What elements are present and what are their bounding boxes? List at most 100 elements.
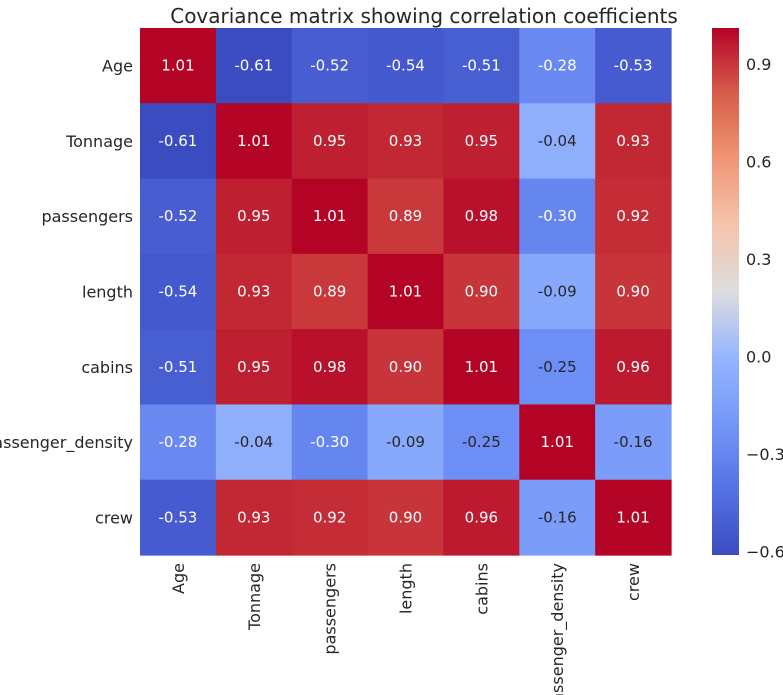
heatmap-cell-1-5 bbox=[519, 103, 596, 180]
heatmap-cell-1-4 bbox=[443, 103, 520, 180]
heatmap-cell-5-5 bbox=[519, 404, 596, 481]
heatmap-cell-4-3 bbox=[367, 329, 445, 406]
x-tick-labels: Age Tonnage passengers length cabins passenge… bbox=[169, 563, 643, 695]
heatmap-cell-0-4 bbox=[443, 28, 520, 104]
heatmap-cell-1-1 bbox=[215, 103, 293, 180]
heatmap-cell-0-5 bbox=[519, 28, 596, 104]
heatmap-cell-4-5 bbox=[519, 329, 596, 406]
cell-value-label-2-4: 0.98 bbox=[465, 207, 498, 225]
heatmap-cell-1-3 bbox=[367, 103, 445, 180]
cell-value-label-1-4: 0.95 bbox=[465, 132, 498, 150]
cell-value-label-3-6: 0.90 bbox=[616, 283, 649, 301]
cell-value-label-1-1: 1.01 bbox=[237, 132, 270, 150]
cell-value-label-3-3: 1.01 bbox=[389, 283, 422, 301]
cell-value-label-0-2: -0.52 bbox=[310, 57, 349, 75]
cell-value-label-1-2: 0.95 bbox=[313, 132, 346, 150]
heatmap-cell-6-3 bbox=[367, 479, 445, 556]
heatmap-cell-1-0 bbox=[140, 103, 217, 180]
heatmap-cell-6-6 bbox=[595, 479, 672, 556]
cell-value-label-1-5: -0.04 bbox=[538, 132, 577, 150]
cell-value-label-6-4: 0.96 bbox=[465, 508, 498, 526]
heatmap-cell-2-5 bbox=[519, 178, 596, 255]
heatmap-cell-0-3 bbox=[367, 28, 445, 104]
y-tick-label-4: cabins bbox=[81, 358, 133, 377]
cell-value-label-3-4: 0.90 bbox=[465, 283, 498, 301]
colorbar: −0.6 −0.3 0.0 0.3 0.6 0.9 bbox=[712, 28, 783, 562]
heatmap-cell-2-4 bbox=[443, 178, 520, 255]
cell-value-label-4-4: 1.01 bbox=[465, 358, 498, 376]
cell-value-label-1-3: 0.93 bbox=[389, 132, 422, 150]
heatmap-cell-5-3 bbox=[367, 404, 445, 481]
heatmap-cell-4-4 bbox=[443, 329, 520, 406]
colorbar-tick-label-5: 0.9 bbox=[746, 55, 771, 74]
heatmap-cell-5-2 bbox=[291, 404, 369, 481]
heatmap-cell-3-0 bbox=[140, 253, 217, 330]
heatmap-cell-2-3 bbox=[367, 178, 445, 255]
heatmap-cell-4-0 bbox=[140, 329, 217, 406]
x-tick-label-3: length bbox=[397, 563, 416, 614]
colorbar-gradient bbox=[712, 28, 739, 555]
cell-value-label-3-0: -0.54 bbox=[159, 283, 198, 301]
y-tick-label-5: passenger_density bbox=[0, 433, 133, 453]
heatmap-annotations: 1.01 -0.61 -0.52 -0.54 -0.51 -0.28 -0.53 -0.61 1… bbox=[159, 57, 653, 527]
heatmap-cell-4-2 bbox=[291, 329, 369, 406]
x-tick-label-0: Age bbox=[169, 563, 188, 594]
y-tick-label-1: Tonnage bbox=[65, 132, 133, 151]
cell-value-label-6-3: 0.90 bbox=[389, 508, 422, 526]
heatmap-cell-0-6 bbox=[595, 28, 672, 104]
cell-value-label-2-0: -0.52 bbox=[159, 207, 198, 225]
cell-value-label-2-1: 0.95 bbox=[237, 207, 270, 225]
cell-value-label-1-0: -0.61 bbox=[159, 132, 198, 150]
cell-value-label-4-3: 0.90 bbox=[389, 358, 422, 376]
cell-value-label-0-5: -0.28 bbox=[538, 57, 577, 75]
heatmap-cell-6-5 bbox=[519, 479, 596, 556]
heatmap-cell-4-6 bbox=[595, 329, 672, 406]
x-tick-label-1: Tonnage bbox=[245, 563, 264, 631]
cell-value-label-0-1: -0.61 bbox=[234, 57, 273, 75]
heatmap-cell-3-2 bbox=[291, 253, 369, 330]
cell-value-label-5-4: -0.25 bbox=[462, 433, 501, 451]
cell-value-label-4-5: -0.25 bbox=[538, 358, 577, 376]
cell-value-label-6-6: 1.01 bbox=[616, 508, 649, 526]
cell-value-label-6-2: 0.92 bbox=[313, 508, 346, 526]
cell-value-label-5-5: 1.01 bbox=[541, 433, 574, 451]
y-tick-label-0: Age bbox=[102, 57, 133, 76]
heatmap-cell-3-4 bbox=[443, 253, 520, 330]
y-tick-label-6: crew bbox=[95, 508, 133, 527]
cell-value-label-4-1: 0.95 bbox=[237, 358, 270, 376]
y-tick-label-3: length bbox=[82, 283, 133, 302]
cell-value-label-0-4: -0.51 bbox=[462, 57, 501, 75]
cell-value-label-0-6: -0.53 bbox=[614, 57, 653, 75]
heatmap-cell-5-4 bbox=[443, 404, 520, 481]
y-tick-labels: Age Tonnage passengers length cabins passenge… bbox=[0, 57, 133, 528]
cell-value-label-0-3: -0.54 bbox=[386, 57, 425, 75]
x-tick-label-4: cabins bbox=[472, 563, 491, 615]
cell-value-label-2-2: 1.01 bbox=[313, 207, 346, 225]
cell-value-label-5-1: -0.04 bbox=[234, 433, 273, 451]
heatmap-cell-5-0 bbox=[140, 404, 217, 481]
cell-value-label-6-1: 0.93 bbox=[237, 508, 270, 526]
x-tick-label-6: crew bbox=[624, 563, 643, 601]
cell-value-label-5-3: -0.09 bbox=[386, 433, 425, 451]
colorbar-tick-label-2: 0.0 bbox=[746, 348, 771, 367]
cell-value-label-3-5: -0.09 bbox=[538, 283, 577, 301]
cell-value-label-4-2: 0.98 bbox=[313, 358, 346, 376]
cell-value-label-5-0: -0.28 bbox=[159, 433, 198, 451]
cell-value-label-2-3: 0.89 bbox=[389, 207, 422, 225]
cell-value-label-5-6: -0.16 bbox=[614, 433, 653, 451]
heatmap-cell-2-2 bbox=[291, 178, 369, 255]
heatmap-cell-1-2 bbox=[291, 103, 369, 180]
colorbar-tick-label-0: −0.6 bbox=[746, 543, 783, 562]
heatmap-cells bbox=[140, 28, 672, 556]
cell-value-label-0-0: 1.01 bbox=[161, 57, 194, 75]
heatmap-cell-0-2 bbox=[291, 28, 369, 104]
y-tick-label-2: passengers bbox=[41, 207, 133, 226]
heatmap-cell-3-3 bbox=[367, 253, 445, 330]
heatmap-cell-5-6 bbox=[595, 404, 672, 481]
cell-value-label-6-5: -0.16 bbox=[538, 508, 577, 526]
colorbar-tick-label-3: 0.3 bbox=[746, 250, 771, 269]
chart-title: Covariance matrix showing correlation co… bbox=[170, 4, 678, 28]
heatmap-cell-3-6 bbox=[595, 253, 672, 330]
